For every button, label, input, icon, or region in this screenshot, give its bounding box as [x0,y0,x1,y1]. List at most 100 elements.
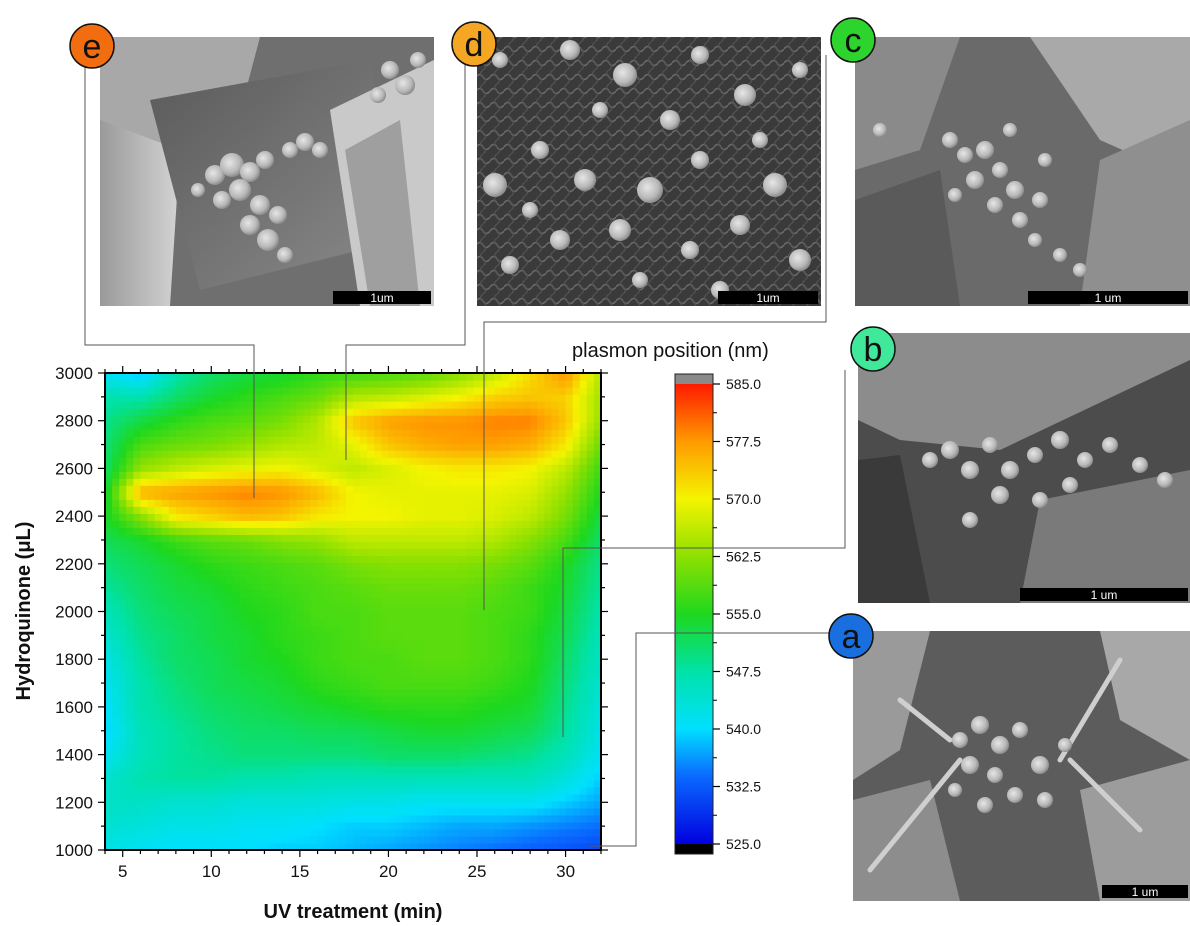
heatmap-cell [126,394,134,402]
heatmap-cell [303,786,312,795]
heatmap-cell [523,562,531,571]
heatmap-cell [275,632,283,641]
heatmap-cell [175,716,184,725]
heatmap-cell [133,821,142,830]
heatmap-cell [473,793,482,802]
heatmap-cell [501,478,510,486]
heatmap-cell [473,814,482,823]
heatmap-cell [367,562,375,571]
heatmap-cell [140,653,149,662]
heatmap-cell [353,702,361,711]
heatmap-cell [395,814,404,823]
heatmap-cell [374,492,382,500]
heatmap-cell [331,828,340,837]
heatmap-cell [480,625,489,634]
heatmap-cell [445,618,453,627]
heatmap-cell [409,562,418,571]
heatmap-cell [154,520,163,528]
heatmap-cell [360,702,368,711]
heatmap-cell [593,471,601,479]
heatmap-cell [197,583,205,592]
heatmap-cell [126,653,134,662]
heatmap-cell [586,786,595,795]
heatmap-cell [501,464,510,472]
heatmap-cell [105,604,113,613]
heatmap-cell [501,793,510,802]
heatmap-cell [331,583,340,592]
heatmap-cell [523,793,531,802]
heatmap-cell [197,450,205,458]
heatmap-cell [572,632,581,641]
heatmap-cell [218,611,227,620]
heatmap-cell [275,562,283,571]
heatmap-cell [353,576,361,585]
heatmap-cell [190,408,198,416]
heatmap-cell [579,464,588,472]
heatmap-cell [551,471,560,479]
heatmap-cell [452,786,460,795]
heatmap-cell [409,499,418,507]
heatmap-cell [360,737,368,746]
heatmap-cell [515,639,524,648]
heatmap-cell [232,394,241,402]
heatmap-cell [324,709,333,718]
heatmap-cell [182,548,191,556]
heatmap-cell [558,660,567,669]
heatmap-cell [438,450,446,458]
heatmap-cell [133,597,142,606]
heatmap-cell [182,695,191,704]
heatmap-cell [565,464,574,472]
heatmap-cell [473,709,482,718]
heatmap-cell [211,513,219,521]
sem-image-a: 1 um [853,631,1190,901]
heatmap-cell [246,646,255,655]
heatmap-cell [381,401,390,409]
heatmap-cell [246,548,255,556]
heatmap-cell [515,618,524,627]
heatmap-cell [182,415,191,423]
heatmap-cell [530,394,538,402]
heatmap-cell [494,422,503,430]
heatmap-cell [430,422,439,430]
heatmap-cell [225,548,234,556]
heatmap-cell [218,618,227,627]
heatmap-cell [487,534,496,542]
heatmap-cell [551,716,560,725]
heatmap-cell [367,387,375,395]
heatmap-cell [494,618,503,627]
heatmap-cell [452,436,460,444]
heatmap-cell [190,485,198,493]
heatmap-cell [345,429,354,437]
heatmap-cell [487,576,496,585]
heatmap-cell [197,779,205,788]
heatmap-cell [112,814,120,823]
heatmap-cell [133,422,142,430]
heatmap-cell [466,674,475,683]
heatmap-cell [551,506,560,514]
heatmap-cell [161,534,170,542]
heatmap-cell [367,667,375,676]
heatmap-cell [182,709,191,718]
heatmap-cell [409,450,418,458]
heatmap-cell [515,506,524,514]
heatmap-cell [218,380,227,388]
heatmap-cell [586,555,595,563]
heatmap-cell [267,681,276,690]
heatmap-cell [345,492,354,500]
heatmap-cell [452,464,460,472]
heatmap-cell [438,653,446,662]
heatmap-cell [593,709,601,718]
heatmap-cell [515,471,524,479]
heatmap-cell [154,611,163,620]
heatmap-cell [459,688,467,697]
heatmap-cell [551,562,560,571]
heatmap-cell [133,618,142,627]
heatmap-cell [345,380,354,388]
heatmap-cell [211,527,219,535]
heatmap-cell [161,772,170,781]
heatmap-cell [494,772,503,781]
heatmap-cell [197,702,205,711]
heatmap-cell [133,814,142,823]
heatmap-cell [395,793,404,802]
heatmap-cell [338,702,347,711]
